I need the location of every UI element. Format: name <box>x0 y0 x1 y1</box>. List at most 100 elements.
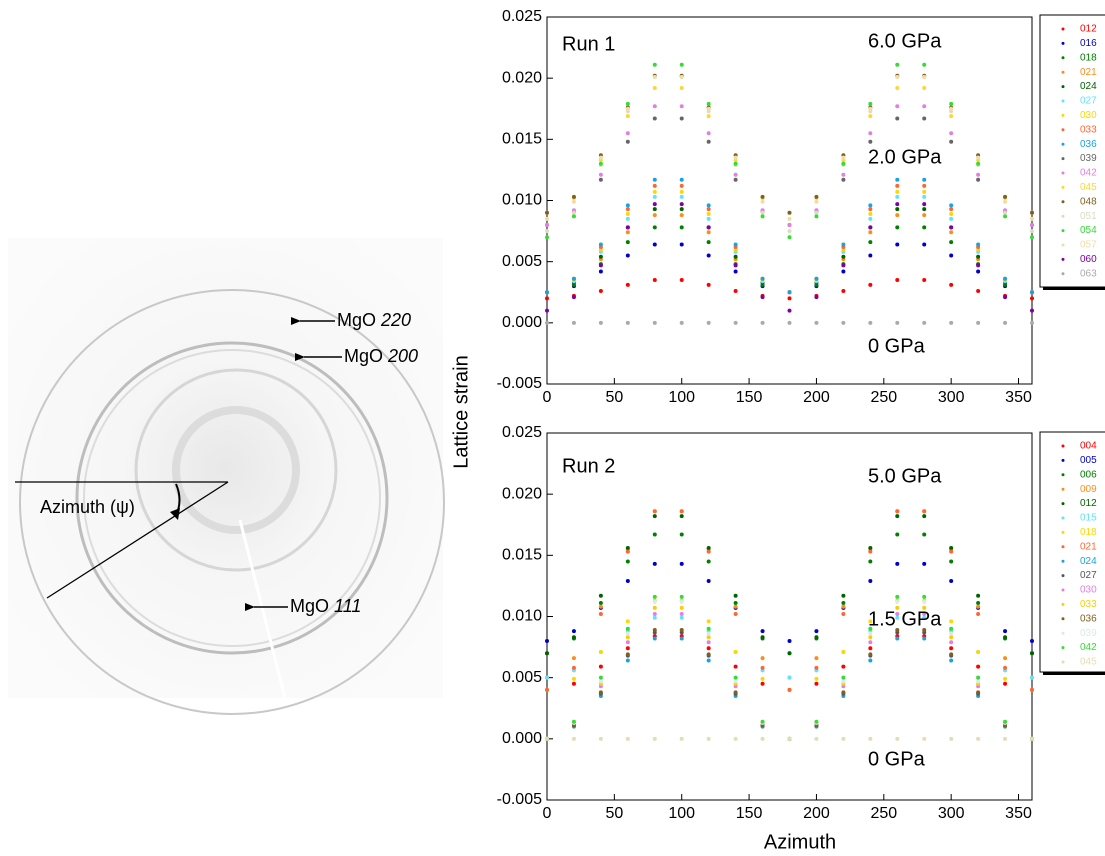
data-point <box>598 155 603 160</box>
legend-label: 021 <box>1080 541 1097 552</box>
annotation: 5.0 GPa <box>868 465 942 487</box>
data-point <box>949 646 954 651</box>
legend-marker <box>1061 70 1065 74</box>
data-point <box>706 240 711 245</box>
data-point <box>949 225 954 230</box>
data-point <box>949 203 954 208</box>
data-point <box>652 605 657 610</box>
legend-label: 005 <box>1080 455 1097 466</box>
data-point <box>868 320 873 325</box>
data-point <box>706 559 711 564</box>
data-point <box>1030 222 1034 227</box>
ring <box>172 406 300 534</box>
data-point <box>679 514 684 519</box>
data-point <box>706 216 711 221</box>
data-point <box>571 656 576 661</box>
data-point <box>1030 210 1034 215</box>
data-point <box>949 559 954 564</box>
data-point <box>679 85 684 90</box>
data-point <box>949 253 954 258</box>
data-point <box>895 104 900 109</box>
x-tick-label: 300 <box>938 805 965 822</box>
data-point <box>733 612 738 617</box>
y-tick-label: 0.000 <box>502 730 542 747</box>
data-point <box>949 282 954 287</box>
data-point <box>1030 687 1034 692</box>
x-tick-label: 50 <box>605 805 623 822</box>
legend-marker <box>1061 660 1065 664</box>
series <box>545 116 1034 227</box>
data-point <box>922 74 927 79</box>
data-point <box>841 242 846 247</box>
data-point <box>625 131 630 136</box>
legend-label: 030 <box>1080 585 1097 596</box>
data-point <box>868 114 873 119</box>
data-point <box>895 202 900 207</box>
data-point <box>625 106 630 111</box>
series <box>545 514 1034 656</box>
y-tick-label: 0.010 <box>502 608 542 625</box>
phase-name: MgO <box>337 310 376 330</box>
data-point <box>760 199 765 204</box>
series <box>545 85 1034 215</box>
legend-box <box>1039 14 1105 288</box>
data-point <box>706 658 711 663</box>
data-point <box>976 675 981 680</box>
data-point <box>679 189 684 194</box>
data-point <box>760 656 765 661</box>
legend-marker <box>1061 458 1065 462</box>
data-point <box>976 269 981 274</box>
series <box>545 74 1034 234</box>
data-point <box>571 635 576 640</box>
data-point <box>787 736 792 741</box>
y-tick-label: 0.025 <box>502 8 542 25</box>
data-point <box>841 612 846 617</box>
data-point <box>652 62 657 67</box>
data-point <box>1030 320 1034 325</box>
data-point <box>1003 320 1008 325</box>
legend-marker <box>1061 257 1065 261</box>
data-point <box>949 619 954 624</box>
data-point <box>976 736 981 741</box>
data-point <box>814 665 819 670</box>
data-point <box>922 189 927 194</box>
legend-label: 045 <box>1080 182 1097 193</box>
data-point <box>922 615 927 620</box>
data-point <box>841 675 846 680</box>
data-point <box>841 320 846 325</box>
data-point <box>652 207 657 212</box>
legend-label: 033 <box>1080 599 1097 610</box>
y-tick-label: 0.020 <box>502 485 542 502</box>
ring <box>83 349 381 647</box>
data-point <box>760 635 765 640</box>
data-point <box>625 559 630 564</box>
data-point <box>841 289 846 294</box>
data-point <box>571 629 576 634</box>
x-tick-label: 300 <box>938 389 965 406</box>
ring <box>75 341 389 655</box>
data-point <box>814 719 819 724</box>
data-point <box>652 225 657 230</box>
data-point <box>976 679 981 684</box>
data-point <box>814 676 819 681</box>
legend-label: 012 <box>1080 24 1097 35</box>
data-point <box>895 599 900 604</box>
data-point <box>625 626 630 631</box>
data-point <box>706 203 711 208</box>
legend-label: 024 <box>1080 556 1097 567</box>
data-point <box>814 295 819 300</box>
legend-label: 012 <box>1080 498 1097 509</box>
data-point <box>841 664 846 669</box>
data-point <box>625 114 630 119</box>
data-point <box>625 549 630 554</box>
data-point <box>1003 736 1008 741</box>
data-point <box>1030 216 1034 221</box>
data-point <box>1003 276 1008 281</box>
data-point <box>868 225 873 230</box>
data-point <box>922 183 927 188</box>
data-point <box>598 254 603 259</box>
data-point <box>895 514 900 519</box>
legend-marker <box>1061 646 1065 650</box>
legend: 012 016 018 021 024 027 030 033 036 039 042 045 048 0… <box>1039 14 1105 290</box>
data-point <box>706 106 711 111</box>
